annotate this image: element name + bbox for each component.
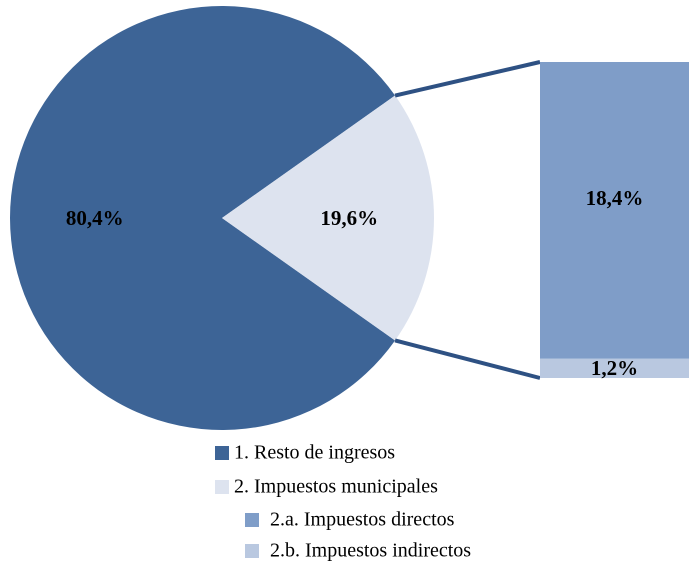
legend-swatch <box>215 480 229 494</box>
bar-segment <box>540 358 689 378</box>
legend-swatch <box>215 446 229 460</box>
legend-label: 1. Resto de ingresos <box>234 442 395 464</box>
connector <box>394 60 541 98</box>
legend-swatch <box>245 544 259 558</box>
pie-slice <box>10 5 396 431</box>
bar-segment <box>540 62 689 359</box>
legend-swatch <box>245 513 259 527</box>
slice-label: 80,4% <box>66 206 124 230</box>
slice-label: 19,6% <box>320 206 378 230</box>
legend-label: 2. Impuestos municipales <box>234 476 438 498</box>
bar-label: 18,4% <box>586 186 644 210</box>
bar-label: 1,2% <box>591 356 638 380</box>
pie-slice <box>222 95 434 341</box>
connector <box>394 338 541 380</box>
legend-label: 2.a. Impuestos directos <box>270 509 455 531</box>
legend-label: 2.b. Impuestos indirectos <box>270 540 471 562</box>
